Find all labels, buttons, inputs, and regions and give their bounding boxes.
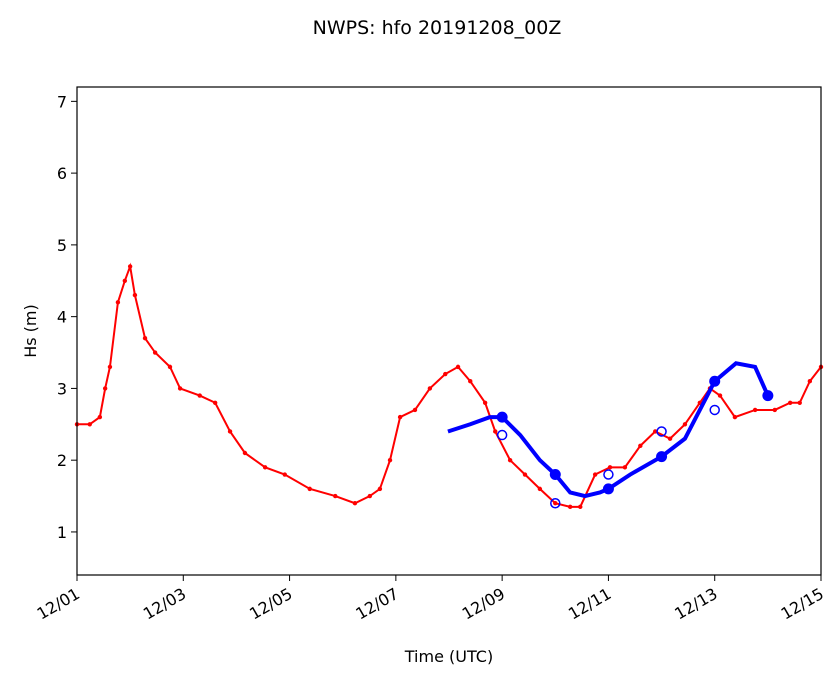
point <box>107 364 113 370</box>
point <box>682 422 688 427</box>
point <box>752 407 758 413</box>
plot-frame <box>76 86 822 576</box>
point <box>567 504 573 510</box>
point <box>427 386 433 391</box>
x-tick-label: 12/01 <box>34 584 83 624</box>
point <box>127 264 133 269</box>
marker <box>656 426 667 437</box>
point <box>212 400 218 405</box>
point <box>87 422 92 427</box>
point <box>397 414 403 420</box>
point <box>578 504 583 510</box>
marker <box>762 390 774 401</box>
point <box>553 501 558 506</box>
x-tick-label: 12/09 <box>459 584 508 624</box>
point <box>262 465 268 470</box>
point <box>709 375 721 387</box>
point <box>797 400 802 405</box>
point <box>307 486 312 492</box>
chart-title: NWPS: hfo 20191208_00Z <box>313 17 562 39</box>
point <box>177 386 183 391</box>
point <box>152 350 158 355</box>
point <box>333 493 338 499</box>
y-tick-label: 1 <box>57 523 67 542</box>
point <box>122 278 128 283</box>
point <box>142 335 148 341</box>
x-tick-label: 12/15 <box>778 584 827 624</box>
point <box>482 400 488 405</box>
y-tick-label: 3 <box>57 379 67 398</box>
point <box>493 429 498 434</box>
point <box>102 386 108 391</box>
point <box>367 493 373 499</box>
point <box>622 465 628 470</box>
point <box>667 436 673 441</box>
marker <box>550 497 561 509</box>
x-axis-label: Time (UTC) <box>404 647 493 666</box>
point <box>197 393 202 398</box>
marker <box>709 404 720 416</box>
x-tick-label: 12/05 <box>246 584 295 624</box>
point <box>132 292 138 298</box>
y-tick-label: 5 <box>57 236 67 255</box>
point <box>807 379 813 384</box>
point <box>282 472 287 477</box>
point <box>97 414 103 420</box>
point <box>772 407 777 413</box>
point <box>227 429 233 434</box>
point <box>115 300 121 305</box>
point <box>387 457 393 463</box>
point <box>522 472 528 477</box>
point <box>592 472 598 477</box>
point <box>167 364 173 370</box>
y-axis-label: Hs (m) <box>21 304 40 358</box>
y-tick-label: 7 <box>57 92 67 111</box>
point <box>507 457 513 463</box>
x-tick-label: 12/07 <box>352 584 401 624</box>
point <box>787 400 793 405</box>
x-tick-label: 12/13 <box>671 584 720 624</box>
point <box>537 486 543 492</box>
point <box>717 393 723 398</box>
point <box>762 390 774 402</box>
x-tick-label: 12/11 <box>565 584 614 624</box>
point <box>242 450 248 456</box>
marker <box>603 469 614 480</box>
point <box>443 371 448 377</box>
series-line <box>77 262 822 508</box>
point <box>496 411 508 423</box>
point <box>732 414 738 420</box>
point <box>638 443 643 449</box>
point <box>455 364 461 370</box>
y-tick-label: 2 <box>57 451 67 470</box>
point <box>377 486 383 492</box>
point <box>602 483 614 495</box>
point <box>652 429 658 434</box>
marker <box>496 429 508 441</box>
point <box>549 469 561 481</box>
y-tick-label: 6 <box>57 164 67 183</box>
point <box>468 379 473 384</box>
point <box>607 465 613 470</box>
x-tick-label: 12/03 <box>140 584 189 624</box>
y-tick-label: 4 <box>57 308 67 327</box>
point <box>352 501 358 506</box>
point <box>656 451 668 463</box>
point <box>412 407 418 413</box>
